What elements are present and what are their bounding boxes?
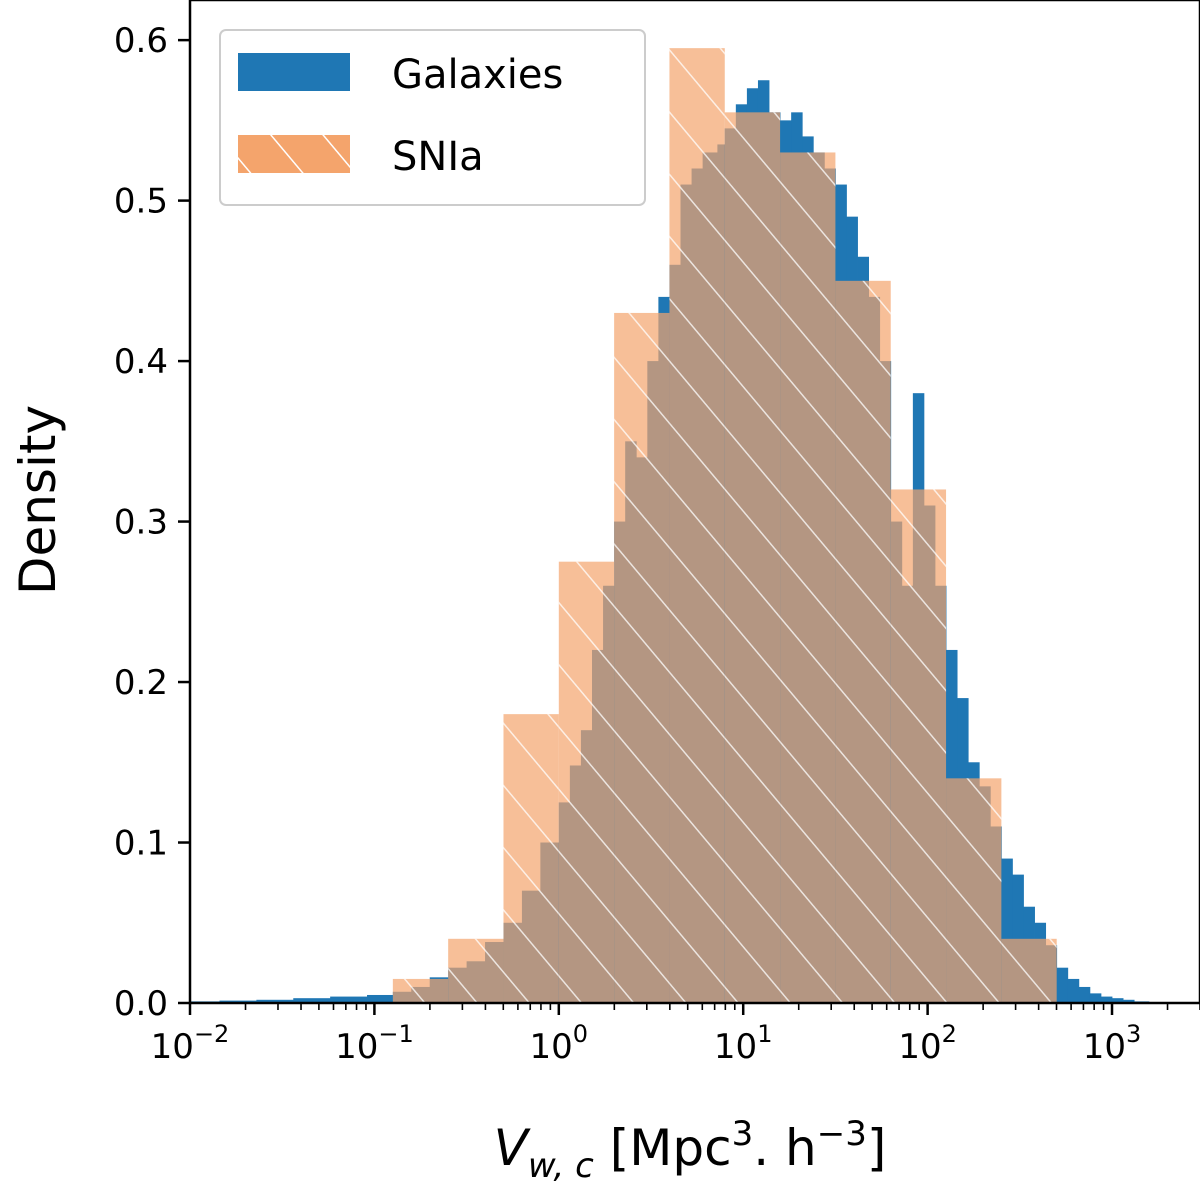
histogram-bar-snia [835,280,891,1003]
histogram-bar-galaxies [1078,986,1091,1003]
legend-swatch-snia-hatch [238,135,350,173]
legend: Galaxies SNIa [219,29,646,206]
y-tick-label: 0.0 [114,984,168,1024]
histogram-bar-galaxies [367,994,394,1003]
legend-swatch-galaxies [238,53,350,91]
histogram-bar-snia-hatch [669,48,725,1003]
histogram-bar-galaxies [293,998,331,1003]
histogram-bar-snia-hatch [614,312,670,1003]
legend-label-galaxies: Galaxies [392,52,563,98]
x-axis-label-subscript: w, c [528,1146,594,1185]
histogram-bar-galaxies [1100,996,1113,1003]
histogram-bar-snia-hatch [1001,938,1057,1003]
x-tick-label: 10−2 [151,1020,230,1067]
histogram-bar-galaxies [1056,967,1069,1003]
x-axis-label-unit-mid: . h [753,1119,816,1177]
x-axis-label: Vw, c [Mpc3. h−3] [494,1114,887,1185]
histogram-bar-snia [503,714,559,1003]
y-tick-label: 0.5 [114,182,168,222]
y-tick-label: 0.6 [114,21,168,61]
histogram-bar-galaxies [330,996,368,1003]
histogram-bar-snia [448,938,504,1003]
histogram-bar-snia [890,489,947,1003]
histogram-bar-galaxies [1112,998,1124,1003]
x-axis-label-var: V [494,1119,532,1177]
histogram-bar-snia-hatch [503,714,559,1003]
histogram-bar-snia-hatch [835,280,891,1003]
x-axis-label-superscript-2: −3 [817,1114,867,1154]
legend-label-snia: SNIa [392,134,484,180]
histogram-bar-snia [780,152,836,1003]
x-tick-label: 102 [898,1020,957,1067]
x-axis-label-space [594,1119,610,1177]
series-snia [392,48,1057,1003]
x-axis: 10−2 10−1 100 101 102 103 [151,1003,1200,1067]
histogram-bar-snia [614,312,670,1003]
x-tick-label: 101 [714,1020,773,1067]
x-tick-label: 100 [530,1020,589,1067]
histogram-bar-snia-hatch [448,938,504,1003]
x-axis-label-superscript-1: 3 [732,1114,754,1154]
y-tick-label: 0.2 [114,663,168,703]
y-axis: 0.0 0.1 0.2 0.3 0.4 0.5 0.6 [114,21,190,1024]
y-axis-label: Density [9,405,67,595]
histogram-bar-galaxies [1123,999,1135,1003]
histogram-bar-snia [558,561,615,1003]
plot-frame [188,0,1200,1005]
histogram-bar-snia-hatch [724,112,781,1003]
histogram-bar-snia-hatch [392,978,449,1003]
x-axis-label-unit-suffix: ] [867,1119,887,1177]
histogram-bar-snia [1001,938,1057,1003]
histogram-bar-snia [392,978,449,1003]
y-tick-label: 0.3 [114,503,168,543]
histogram-bar-snia-hatch [780,152,836,1003]
x-tick-label: 10−1 [335,1020,414,1067]
histogram-bar-galaxies [1089,993,1102,1003]
histogram-bar-snia [724,112,781,1003]
y-tick-label: 0.1 [114,824,168,864]
y-tick-label: 0.4 [114,342,168,382]
histogram-bar-snia [669,48,725,1003]
histogram-bar-snia [946,778,1002,1003]
histogram-bar-galaxies [1001,858,1013,1003]
histogram-bar-snia-hatch [558,561,615,1003]
histogram-bar-galaxies [256,999,294,1003]
x-tick-label: 103 [1083,1020,1142,1067]
x-axis-label-unit-prefix: [Mpc [610,1119,732,1177]
histogram-bar-snia-hatch [946,778,1002,1003]
histogram-bar-galaxies [1067,978,1080,1003]
histogram-bar-snia-hatch [890,489,947,1003]
